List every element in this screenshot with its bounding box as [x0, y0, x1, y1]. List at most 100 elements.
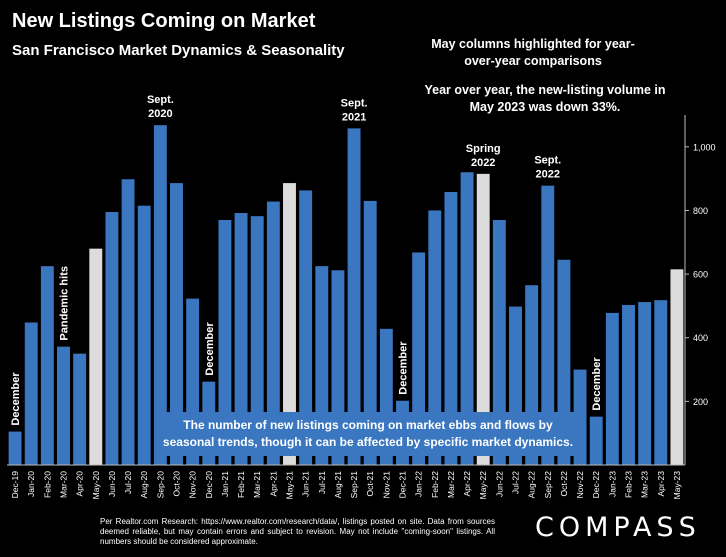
x-tick-label: Feb-23	[624, 471, 634, 498]
bar-jun-22	[492, 220, 506, 465]
source-footer: Per Realtor.com Research: https://www.re…	[100, 517, 495, 546]
x-tick-label: Aug-21	[333, 471, 343, 499]
x-tick-label: Mar-21	[252, 471, 262, 498]
x-tick-label: Jan-23	[607, 471, 617, 497]
x-tick-label: Oct-22	[559, 471, 569, 497]
chart-title: New Listings Coming on Market	[12, 10, 316, 32]
annotation-label: December	[591, 357, 603, 411]
annotation-label: Sept.	[147, 94, 174, 106]
x-tick-label: Jul-22	[511, 471, 521, 494]
may-highlight-note: May columns highlighted for year-over-ye…	[431, 37, 635, 68]
x-tick-label: Apr-20	[75, 471, 85, 497]
x-tick-label: Dec-21	[398, 471, 408, 499]
x-tick-label: Mar-22	[446, 471, 456, 498]
x-tick-label: Mar-23	[640, 471, 650, 498]
y-tick-label: 1,000	[693, 142, 716, 152]
x-tick-label: Apr-23	[656, 471, 666, 497]
x-tick-label: Sep-21	[349, 471, 359, 499]
bar-feb-23	[622, 304, 635, 465]
x-tick-label: Jan-22	[414, 471, 424, 497]
bar-sep-22	[541, 185, 555, 465]
x-tick-label: May-22	[478, 471, 488, 500]
x-tick-label: Jan-21	[220, 471, 230, 497]
bar-oct-21	[363, 200, 377, 465]
bar-mar-20	[57, 346, 70, 465]
compass-logo: COMPASS	[535, 512, 701, 543]
annotation-label: Sept.	[534, 155, 561, 167]
bar-mar-21	[250, 216, 264, 465]
x-tick-label: May-21	[285, 471, 295, 500]
x-tick-label: Jun-22	[494, 471, 504, 497]
bar-sep-20	[153, 125, 167, 466]
yoy-note: Year over year, the new-listing volume i…	[424, 83, 666, 114]
bar-feb-21	[234, 213, 248, 465]
callout-box: The number of new listings coming on mar…	[158, 412, 578, 456]
x-tick-label: Apr-22	[462, 471, 472, 497]
y-tick-label: 800	[693, 206, 708, 216]
x-tick-label: Nov-21	[381, 471, 391, 499]
annotation-label: Spring	[466, 143, 501, 155]
x-tick-label: Sep-20	[155, 471, 165, 499]
y-tick-label: 600	[693, 270, 708, 280]
bar-may-20	[89, 248, 103, 465]
x-tick-label: May-23	[672, 471, 682, 500]
bar-may-21	[283, 183, 296, 465]
x-tick-label: Aug-22	[527, 471, 537, 499]
x-tick-label: Dec-22	[591, 471, 601, 499]
bar-apr-23	[654, 300, 668, 465]
bar-dec-19	[8, 431, 22, 465]
y-tick-label: 200	[693, 397, 708, 407]
x-tick-label: Nov-22	[575, 471, 585, 499]
annotation-label: Sept.	[341, 97, 368, 109]
x-tick-label: Feb-20	[42, 471, 52, 498]
bar-jan-23	[605, 312, 619, 465]
annotation-label: December	[10, 372, 22, 426]
bar-apr-21	[266, 201, 280, 466]
bar-mar-22	[444, 192, 458, 465]
bar-may-23	[670, 269, 684, 465]
x-tick-label: Jun-20	[107, 471, 117, 497]
x-tick-label: May-20	[91, 471, 101, 500]
bar-sep-21	[347, 128, 361, 466]
x-tick-label: Nov-20	[188, 471, 198, 499]
bar-may-22	[476, 173, 490, 466]
x-tick-label: Sep-22	[543, 471, 553, 499]
bar-oct-20	[170, 183, 183, 465]
bar-jun-21	[299, 190, 313, 465]
bar-jan-20	[24, 322, 38, 465]
annotation-label: 2022	[536, 169, 560, 181]
x-tick-label: Oct-21	[365, 471, 375, 497]
bar-jul-20	[121, 179, 135, 465]
x-tick-label: Jun-21	[301, 471, 311, 497]
x-tick-label: Feb-22	[430, 471, 440, 498]
x-tick-label: Dec-19	[10, 471, 20, 499]
bar-jan-22	[412, 252, 426, 465]
annotation-label: December	[204, 322, 216, 376]
x-tick-label: Jul-20	[123, 471, 133, 494]
chart-subtitle: San Francisco Market Dynamics & Seasonal…	[12, 42, 345, 59]
annotation-label: December	[398, 341, 410, 395]
bar-dec-22	[589, 416, 603, 465]
bar-jan-21	[218, 220, 232, 465]
x-tick-label: Apr-21	[268, 471, 278, 497]
bar-jun-20	[105, 212, 119, 465]
annotation-label: 2021	[342, 111, 366, 123]
x-tick-label: Jul-21	[317, 471, 327, 494]
bar-aug-20	[137, 205, 151, 465]
x-tick-label: Oct-20	[172, 471, 182, 497]
x-tick-label: Feb-21	[236, 471, 246, 498]
x-tick-label: Aug-20	[139, 471, 149, 499]
annotation-label: Pandemic hits	[59, 266, 71, 341]
x-tick-label: Mar-20	[59, 471, 69, 498]
annotation-label: 2020	[148, 108, 172, 120]
bar-apr-22	[460, 172, 474, 465]
x-tick-label: Dec-20	[204, 471, 214, 499]
bar-feb-22	[428, 210, 442, 465]
x-tick-label: Jan-20	[26, 471, 36, 497]
bar-mar-23	[638, 302, 652, 465]
annotation-label: 2022	[471, 157, 495, 169]
y-tick-label: 400	[693, 333, 708, 343]
bar-feb-20	[40, 266, 54, 465]
